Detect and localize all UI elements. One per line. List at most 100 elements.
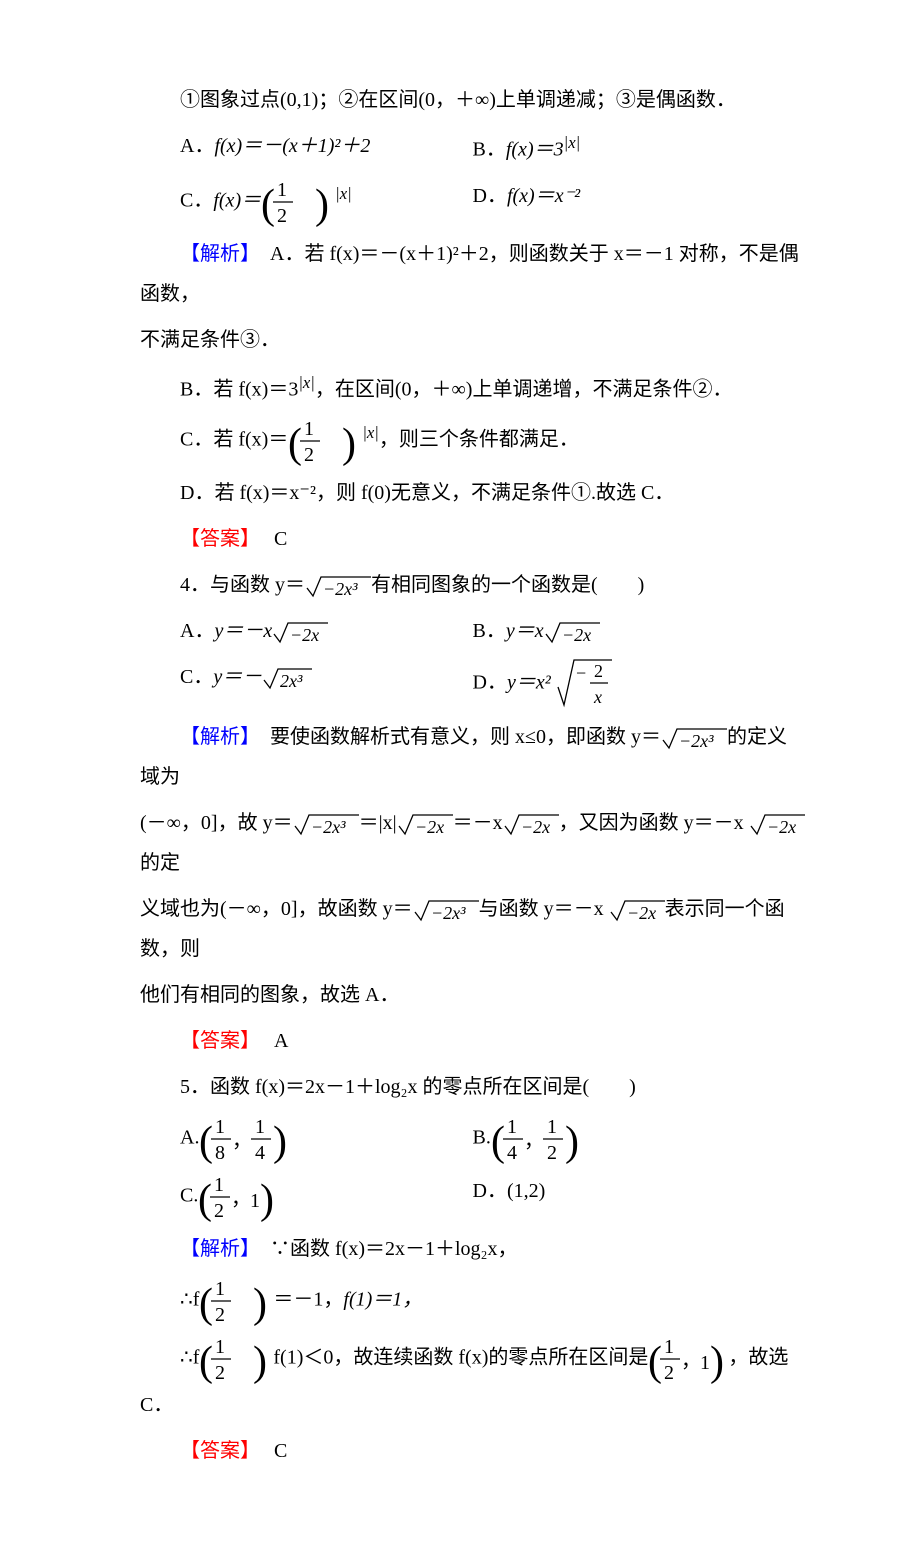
- svg-text:1: 1: [664, 1336, 674, 1358]
- interval-1-8-1-4-icon: ( 1 8 ， 1 4 ): [199, 1113, 291, 1165]
- paren-half-icon-4: ( 1 2 ): [199, 1333, 273, 1385]
- q5-an-2-pre: ∴f: [180, 1289, 199, 1311]
- q4-b-pre: y＝x: [506, 620, 544, 642]
- sqrt-neg2x3-s-icon: −2x³: [661, 726, 727, 752]
- svg-text:1: 1: [215, 1116, 225, 1138]
- svg-text:，: ，: [681, 1350, 701, 1372]
- analysis-label: 【解析】: [180, 726, 250, 748]
- opt-b-math-pre: f(x)＝3: [506, 139, 564, 161]
- svg-text:8: 8: [215, 1142, 225, 1164]
- svg-text:2: 2: [214, 1200, 224, 1222]
- analysis-label: 【解析】: [180, 243, 250, 265]
- svg-text:1: 1: [304, 418, 314, 440]
- q3-opt-d: D．f(x)＝x⁻²: [473, 176, 806, 228]
- q3-row-cd: C．f(x)＝ ( 1 2 ) |x| D．f(x)＝x⁻²: [140, 176, 805, 228]
- sqrt-neg2x-icon-2: −2x: [544, 620, 600, 646]
- sqrt-2x3-icon: 2x³: [262, 666, 312, 692]
- q4-opt-a: A．y＝－x −2x: [140, 611, 473, 651]
- q5-stem: 5．函数 f(x)＝2x－1＋log₂x 的零点所在区间是( ): [140, 1067, 805, 1107]
- svg-text:): ): [710, 1339, 724, 1385]
- q5-opt-d-label: D．: [473, 1180, 507, 1202]
- svg-text:(: (: [261, 182, 275, 228]
- sqrt-neg2x-icon: −2x: [272, 620, 328, 646]
- svg-text:(: (: [198, 1177, 212, 1223]
- answer-label: 【答案】: [180, 1030, 260, 1052]
- q4-an-2d: ，又因为函数 y＝－x: [559, 812, 744, 834]
- interval-1-2-1-b-icon: ( 1 2 ， 1 ): [648, 1333, 728, 1385]
- q4-stem: 4．与函数 y＝ −2x³ 有相同图象的一个函数是( ): [140, 565, 805, 605]
- q4-answer: 【答案】A: [140, 1021, 805, 1061]
- q4-an-1a: 要使函数解析式有意义，则 x≤0，即函数 y＝: [270, 726, 661, 748]
- opt-d-label: D．: [473, 185, 507, 207]
- sqrt-neg2x3-s2-icon: −2x³: [293, 812, 359, 838]
- svg-text:): ): [253, 1281, 267, 1327]
- opt-c-label: C．: [180, 189, 213, 211]
- q4-an-3: 义域也为(－∞，0]，故函数 y＝ −2x³ 与函数 y＝－x −2x 表示同一…: [140, 889, 805, 969]
- q3-an-c-post: ，则三个条件都满足．: [379, 429, 579, 451]
- sqrt-neg2x-s4-icon: −2x: [609, 898, 665, 924]
- svg-text:−2x³: −2x³: [311, 817, 346, 837]
- paren-half-icon-2: ( 1 2 ): [288, 415, 362, 467]
- q3-an-b-pre: B．若 f(x)＝3: [180, 378, 298, 400]
- q4-opt-d-label: D．: [473, 672, 507, 694]
- svg-text:2x³: 2x³: [280, 671, 303, 691]
- q5-row-ab: A. ( 1 8 ， 1 4 ) B. ( 1 4 ， 1 2: [140, 1113, 805, 1165]
- q4-opt-c: C．y＝－ 2x³: [140, 657, 473, 711]
- svg-text:(: (: [491, 1119, 505, 1165]
- sqrt-neg2x-s-icon: −2x: [397, 812, 453, 838]
- q4-stem-post: 有相同图象的一个函数是( ): [371, 574, 644, 596]
- svg-text:2: 2: [664, 1362, 674, 1384]
- svg-text:，: ，: [524, 1130, 544, 1152]
- q4-stem-pre: 4．与函数 y＝: [180, 574, 305, 596]
- opt-a-math: f(x)＝－(x＋1)²＋2: [214, 135, 370, 157]
- q4-an-1: 【解析】 要使函数解析式有意义，则 x≤0，即函数 y＝ −2x³ 的定义域为: [140, 717, 805, 797]
- svg-text:2: 2: [215, 1304, 225, 1326]
- svg-text:，: ，: [232, 1130, 252, 1152]
- svg-text:4: 4: [507, 1142, 517, 1164]
- svg-text:(: (: [199, 1281, 213, 1327]
- svg-text:−: −: [576, 663, 586, 683]
- q4-an-2b: ＝|x|: [359, 812, 397, 834]
- q3-answer-val: C: [260, 528, 287, 550]
- svg-text:): ): [342, 421, 356, 467]
- svg-text:1: 1: [255, 1116, 265, 1138]
- svg-text:): ): [260, 1177, 274, 1223]
- sqrt-neg2x3-icon: −2x³: [305, 574, 371, 600]
- svg-text:1: 1: [214, 1174, 224, 1196]
- q5-opt-b: B. ( 1 4 ， 1 2 ): [473, 1113, 806, 1165]
- q5-row-cd: C. ( 1 2 ， 1 ) D．(1,2): [140, 1171, 805, 1223]
- q3-analysis-a2: 不满足条件③．: [140, 320, 805, 360]
- svg-text:1: 1: [277, 179, 287, 201]
- svg-text:): ): [253, 1339, 267, 1385]
- q3-analysis-b: B．若 f(x)＝3|x|，在区间(0，＋∞)上单调递增，不满足条件②．: [140, 366, 805, 410]
- q5-an-2-end: f(1)＝1，: [343, 1289, 422, 1311]
- q5-an-3: ∴f ( 1 2 ) f(1)＜0，故连续函数 f(x)的零点所在区间是 ( 1…: [140, 1333, 805, 1425]
- q4-a-pre: y＝－x: [214, 620, 272, 642]
- svg-text:−2x: −2x: [767, 817, 796, 837]
- sqrt-frac-icon: − 2 x: [556, 657, 612, 711]
- q4-c-pre: y＝－: [213, 666, 262, 688]
- svg-text:−2x³: −2x³: [323, 579, 358, 599]
- svg-text:2: 2: [547, 1142, 557, 1164]
- svg-text:): ): [565, 1119, 579, 1165]
- q4-an-3b: 与函数 y＝－x: [479, 898, 604, 920]
- svg-text:1: 1: [215, 1336, 225, 1358]
- interval-1-2-1-icon: ( 1 2 ， 1 ): [198, 1171, 278, 1223]
- opt-b-exp: |x|: [564, 133, 581, 152]
- sqrt-neg2x-s3-icon: −2x: [749, 812, 805, 838]
- q4-row-ab: A．y＝－x −2x B．y＝x −2x: [140, 611, 805, 651]
- svg-text:−2x: −2x: [290, 625, 319, 645]
- svg-text:4: 4: [255, 1142, 265, 1164]
- q5-an-2: ∴f ( 1 2 ) ＝－1，f(1)＝1，: [140, 1275, 805, 1327]
- q4-row-cd: C．y＝－ 2x³ D．y＝x² − 2 x: [140, 657, 805, 711]
- q5-an-1: 【解析】 ∵函数 f(x)＝2x－1＋log₂x，: [140, 1229, 805, 1269]
- q4-opt-d: D．y＝x² − 2 x: [473, 657, 806, 711]
- page: ①图象过点(0,1)；②在区间(0，＋∞)上单调递减；③是偶函数． A．f(x)…: [0, 0, 920, 1567]
- q3-an-b-exp: |x|: [298, 373, 315, 392]
- q4-answer-val: A: [260, 1030, 288, 1052]
- svg-text:): ): [315, 182, 329, 228]
- q4-an-2: (－∞，0]，故 y＝ −2x³ ＝|x| −2x ＝－x −2x ，又因为函数…: [140, 803, 805, 883]
- q5-opt-d-val: (1,2): [507, 1180, 545, 1202]
- svg-text:−2x: −2x: [627, 903, 656, 923]
- q4-an-2e: 的定: [140, 852, 180, 874]
